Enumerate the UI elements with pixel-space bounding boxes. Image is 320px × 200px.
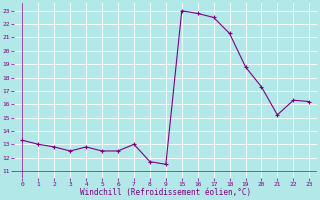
- X-axis label: Windchill (Refroidissement éolien,°C): Windchill (Refroidissement éolien,°C): [80, 188, 252, 197]
